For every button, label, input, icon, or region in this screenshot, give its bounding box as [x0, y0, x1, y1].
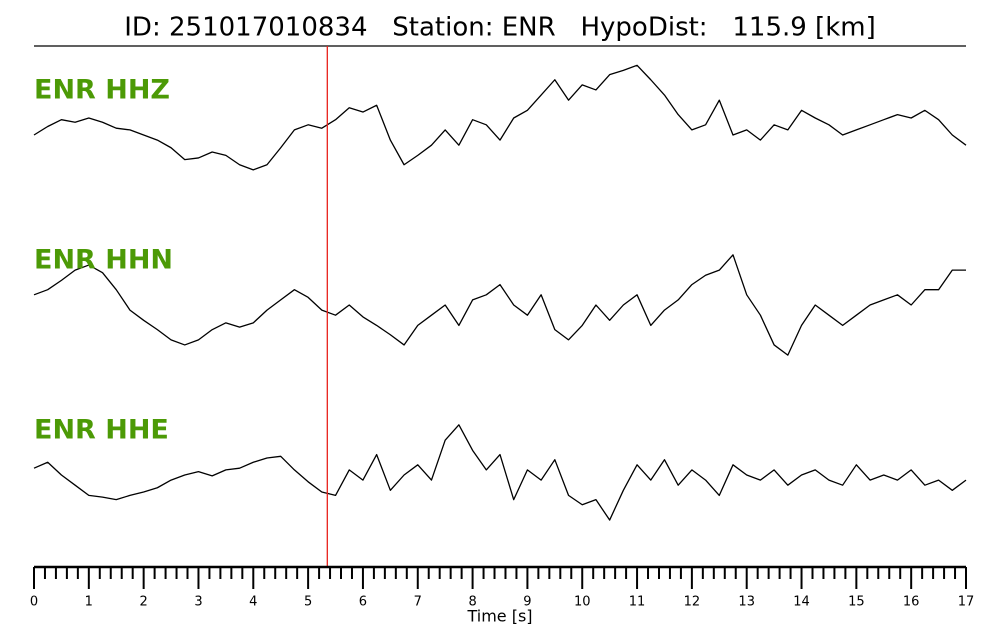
x-tick-label: 6 — [359, 595, 367, 610]
trace-label: ENR HHE — [34, 415, 169, 446]
x-tick-label: 14 — [793, 595, 810, 610]
x-tick-label: 7 — [414, 595, 422, 610]
x-tick-label: 15 — [848, 595, 865, 610]
x-tick-label: 8 — [468, 595, 476, 610]
x-tick-label: 17 — [958, 595, 975, 610]
x-axis-label: Time [s] — [466, 607, 532, 626]
trace — [33, 254, 966, 356]
trace — [33, 64, 967, 171]
x-tick-label: 2 — [140, 595, 148, 610]
trace-label: ENR HHZ — [34, 75, 170, 106]
x-tick-label: 1 — [85, 595, 93, 610]
x-tick-label: 5 — [304, 595, 312, 610]
x-tick-label: 16 — [903, 595, 920, 610]
trace-label: ENR HHN — [34, 245, 173, 276]
x-tick-label: 0 — [30, 595, 38, 610]
x-tick-label: 4 — [249, 595, 257, 610]
x-tick-label: 13 — [738, 595, 755, 610]
x-tick-label: 12 — [684, 595, 701, 610]
chart-title: ID: 251017010834 Station: ENR HypoDist: … — [124, 13, 875, 43]
x-tick-label: 3 — [194, 595, 202, 610]
x-tick-label: 11 — [629, 595, 646, 610]
x-tick-label: 10 — [574, 595, 591, 610]
x-tick-label: 9 — [523, 595, 531, 610]
trace — [33, 424, 967, 521]
